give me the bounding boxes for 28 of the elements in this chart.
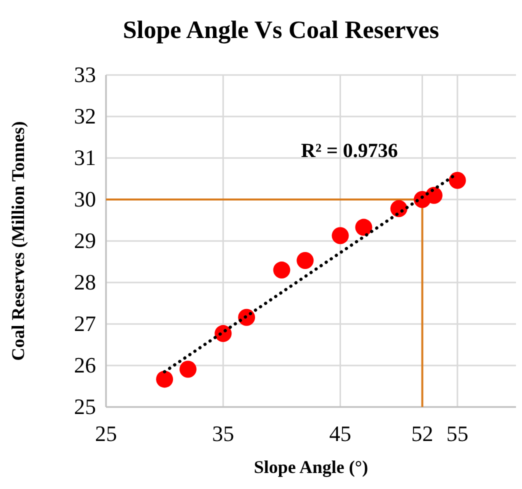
y-tick-label: 25 [74,394,96,419]
y-tick-label: 31 [74,145,96,170]
point [156,370,174,388]
x-axis-title: Slope Angle (°) [254,457,368,477]
x-tick-label: 45 [329,421,352,446]
chart-title: Slope Angle Vs Coal Reserves [122,17,440,44]
y-tick-label: 28 [74,270,96,294]
y-tick-label: 30 [74,186,96,212]
y-tick-label: 32 [74,104,96,128]
y-tick-label: 29 [74,228,96,253]
y-tick-label: 33 [74,62,96,87]
point [426,186,442,204]
y-axis-title: Coal Reserves (Million Tonnes) [8,121,28,361]
point [390,200,408,218]
y-tick-label: 27 [74,311,96,336]
point [332,227,349,244]
point [296,252,314,270]
x-tick-label: 25 [95,421,117,446]
x-tick-label: 52 [411,421,434,446]
point [180,360,196,378]
point [448,172,466,189]
x-tick-label: 55 [446,421,468,446]
point [273,262,290,279]
point [355,218,372,236]
annotation: R² = 0.9736 [301,140,398,162]
x-tick-label: 35 [212,421,234,446]
point [214,325,232,342]
y-tick-label: 26 [74,352,96,378]
